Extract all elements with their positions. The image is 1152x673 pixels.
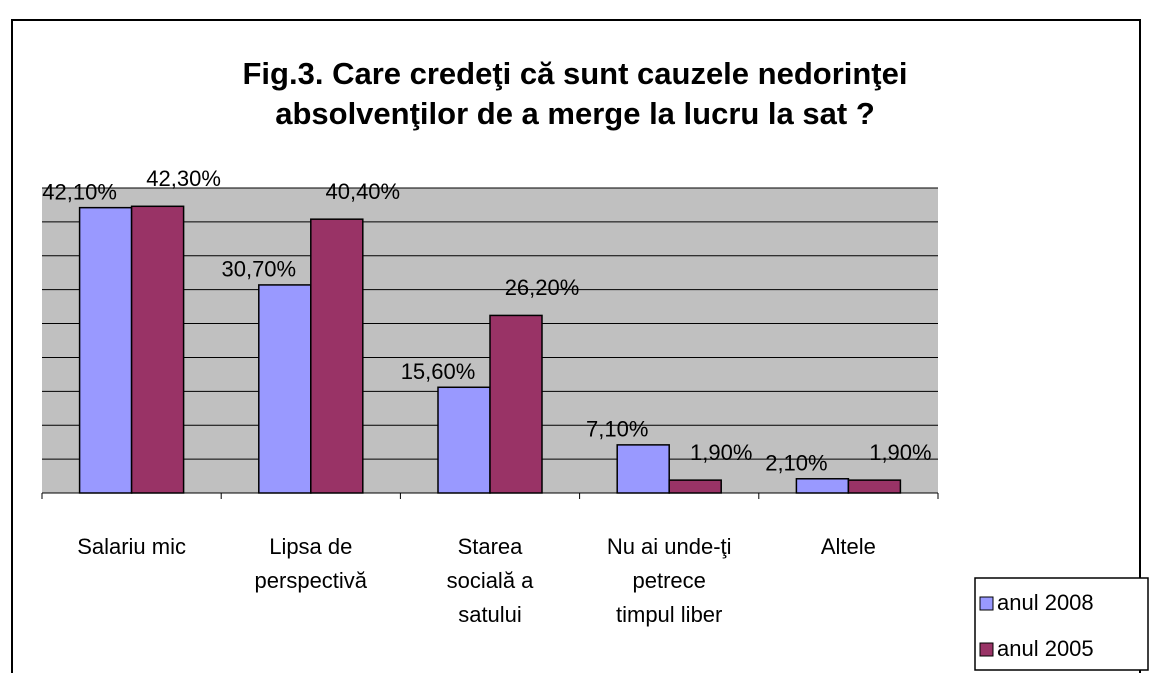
bar xyxy=(437,386,491,494)
data-label: 15,60% xyxy=(401,359,476,384)
chart-title: absolvenţilor de a merge la lucru la sat… xyxy=(275,96,875,131)
legend-swatch xyxy=(979,596,994,611)
data-label: 42,10% xyxy=(42,179,117,204)
bar xyxy=(489,314,543,494)
legend-label: anul 2008 xyxy=(997,590,1094,615)
legend-swatch xyxy=(979,642,994,657)
legend-label: anul 2005 xyxy=(997,636,1094,661)
bar xyxy=(78,206,133,494)
data-label: 1,90% xyxy=(869,440,931,465)
bar xyxy=(310,218,364,494)
data-label: 7,10% xyxy=(586,417,648,442)
data-label: 40,40% xyxy=(325,179,400,204)
x-tick-label: Starea xyxy=(458,534,524,559)
data-label: 30,70% xyxy=(221,257,296,282)
x-tick-label: Altele xyxy=(821,534,876,559)
bar xyxy=(130,205,185,494)
x-tick-label: Salariu mic xyxy=(77,534,186,559)
bar xyxy=(258,284,312,494)
bar xyxy=(616,444,670,494)
x-tick-label: timpul liber xyxy=(616,602,722,627)
x-tick-label: socială a xyxy=(447,568,535,593)
data-label: 1,90% xyxy=(690,440,752,465)
bar xyxy=(795,478,850,494)
x-tick-label: Lipsa de xyxy=(269,534,352,559)
bar xyxy=(847,479,902,494)
x-tick-label: satului xyxy=(458,602,522,627)
x-tick-label: Nu ai unde-ţi xyxy=(607,534,732,559)
x-tick-label: perspectivă xyxy=(255,568,368,593)
chart-title: Fig.3. Care credeţi că sunt cauzele nedo… xyxy=(243,56,908,91)
x-tick-label: petrece xyxy=(633,568,706,593)
data-label: 42,30% xyxy=(146,166,221,191)
data-label: 26,20% xyxy=(505,275,580,300)
legend-box xyxy=(974,577,1149,671)
data-label: 2,10% xyxy=(765,451,827,476)
bar xyxy=(668,479,722,494)
